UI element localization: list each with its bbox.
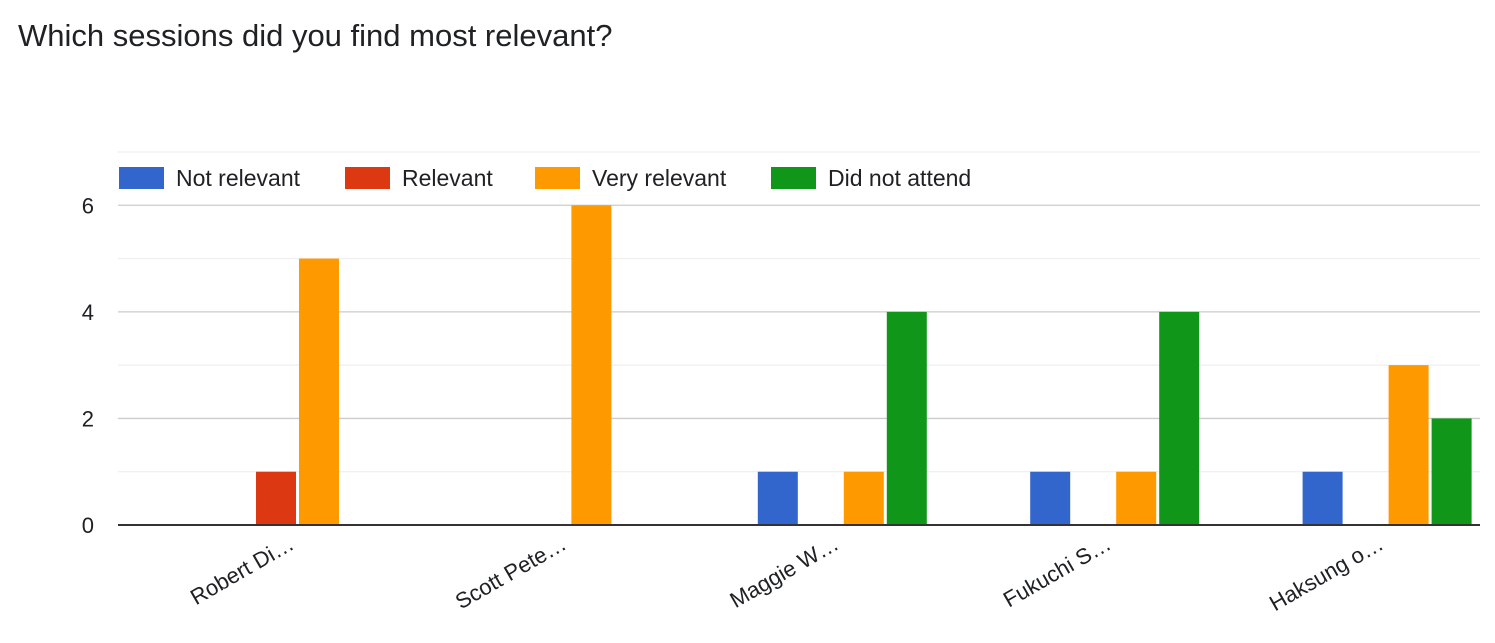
- bar-did-not-attend: [1431, 418, 1472, 525]
- bar-very-relevant: [1116, 471, 1157, 525]
- bar-not-relevant: [757, 471, 798, 525]
- y-tick-label: 0: [82, 513, 94, 538]
- legend-label: Very relevant: [592, 165, 727, 191]
- bar-did-not-attend: [1159, 311, 1200, 525]
- legend-swatch: [771, 167, 816, 189]
- legend: Not relevant Relevant Very relevant Did not…: [119, 165, 971, 191]
- legend-swatch: [535, 167, 580, 189]
- bar-very-relevant: [571, 205, 612, 526]
- bar-not-relevant: [1302, 471, 1343, 525]
- x-axis-labels: Robert Di… Scott Pete… Maggie W… Fukuchi S……: [186, 531, 1388, 616]
- question-title: Which sessions did you find most relevan…: [18, 18, 613, 53]
- bar-very-relevant: [843, 471, 884, 525]
- x-tick-label: Fukuchi S…: [999, 531, 1115, 613]
- legend-label: Did not attend: [828, 165, 971, 191]
- bar-very-relevant: [299, 258, 339, 525]
- legend-swatch: [345, 167, 390, 189]
- x-tick-label: Maggie W…: [725, 531, 842, 613]
- x-tick-label: Scott Pete…: [451, 531, 570, 614]
- bar-very-relevant: [1388, 365, 1429, 525]
- y-tick-label: 6: [82, 193, 94, 218]
- x-tick-label: Robert Di…: [186, 531, 298, 610]
- bars: [256, 205, 1472, 526]
- y-tick-label: 2: [82, 406, 94, 431]
- y-tick-label: 4: [82, 300, 94, 325]
- y-axis-ticks: 0 2 4 6: [82, 193, 94, 538]
- x-tick-label: Haksung o…: [1265, 531, 1388, 616]
- legend-label: Not relevant: [176, 165, 301, 191]
- bar-not-relevant: [1030, 471, 1071, 525]
- bar-did-not-attend: [886, 311, 927, 525]
- legend-swatch: [119, 167, 164, 189]
- legend-label: Relevant: [402, 165, 493, 191]
- bar-relevant: [256, 471, 296, 525]
- gridlines: [118, 151, 1480, 473]
